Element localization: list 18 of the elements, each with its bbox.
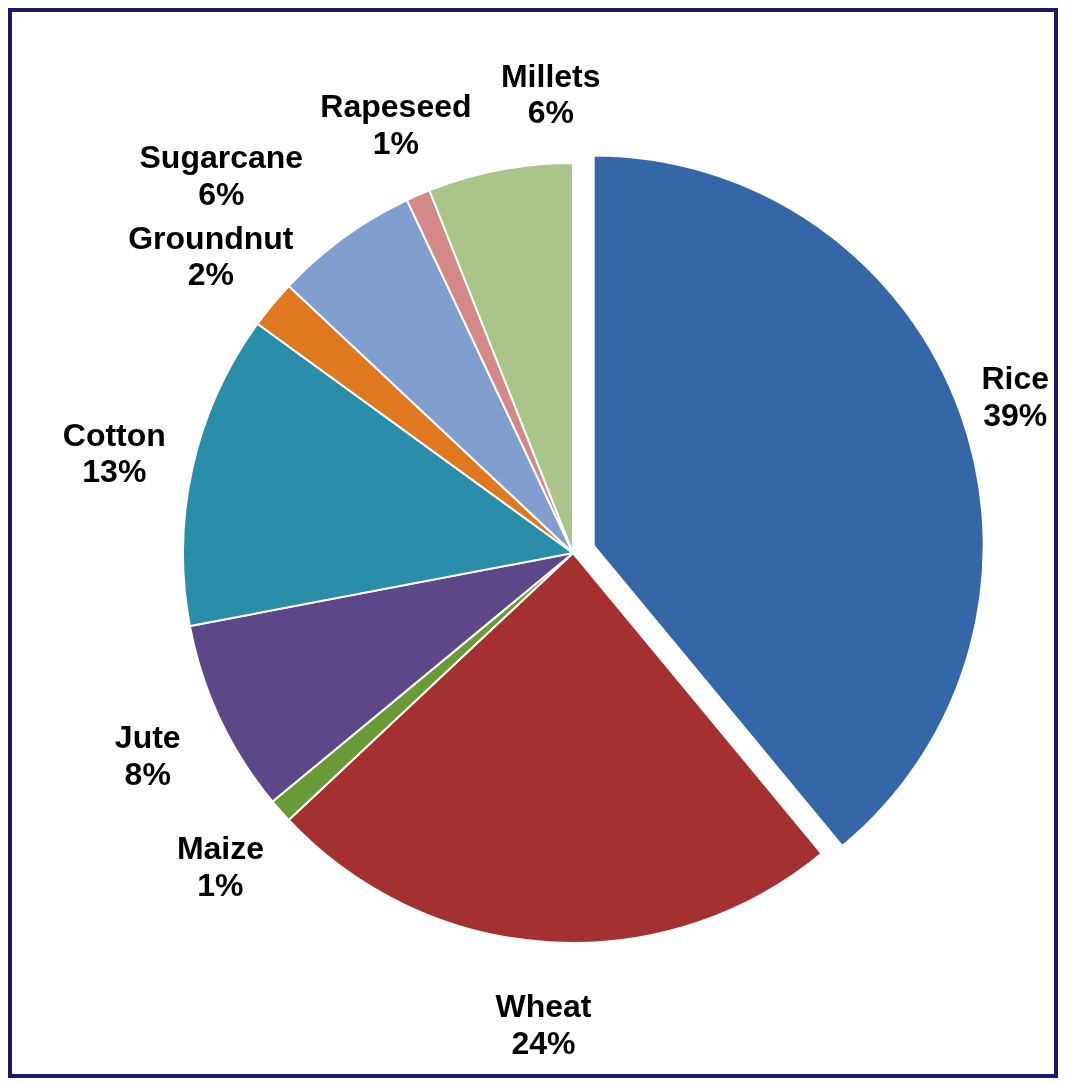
data-label: 24% (511, 1025, 576, 1062)
slice-label: Rice (981, 359, 1050, 396)
data-label: 39% (983, 396, 1048, 433)
data-label: 8% (124, 756, 171, 793)
slice-label: Sugarcane (139, 138, 304, 175)
data-label: 6% (527, 94, 574, 131)
slice-label: Millets (500, 57, 601, 94)
data-label: 2% (187, 256, 234, 293)
data-label: 13% (82, 453, 147, 490)
data-label: 1% (197, 866, 244, 903)
slice-label: Maize (176, 830, 265, 867)
slice-label: Cotton (62, 416, 166, 453)
slice-label: Wheat (495, 988, 592, 1025)
slice-label: Jute (114, 719, 181, 756)
data-label: 6% (198, 175, 245, 212)
data-label: 1% (372, 124, 420, 161)
slice-label: Groundnut (128, 219, 294, 256)
slice-label: Rapeseed (320, 87, 472, 124)
